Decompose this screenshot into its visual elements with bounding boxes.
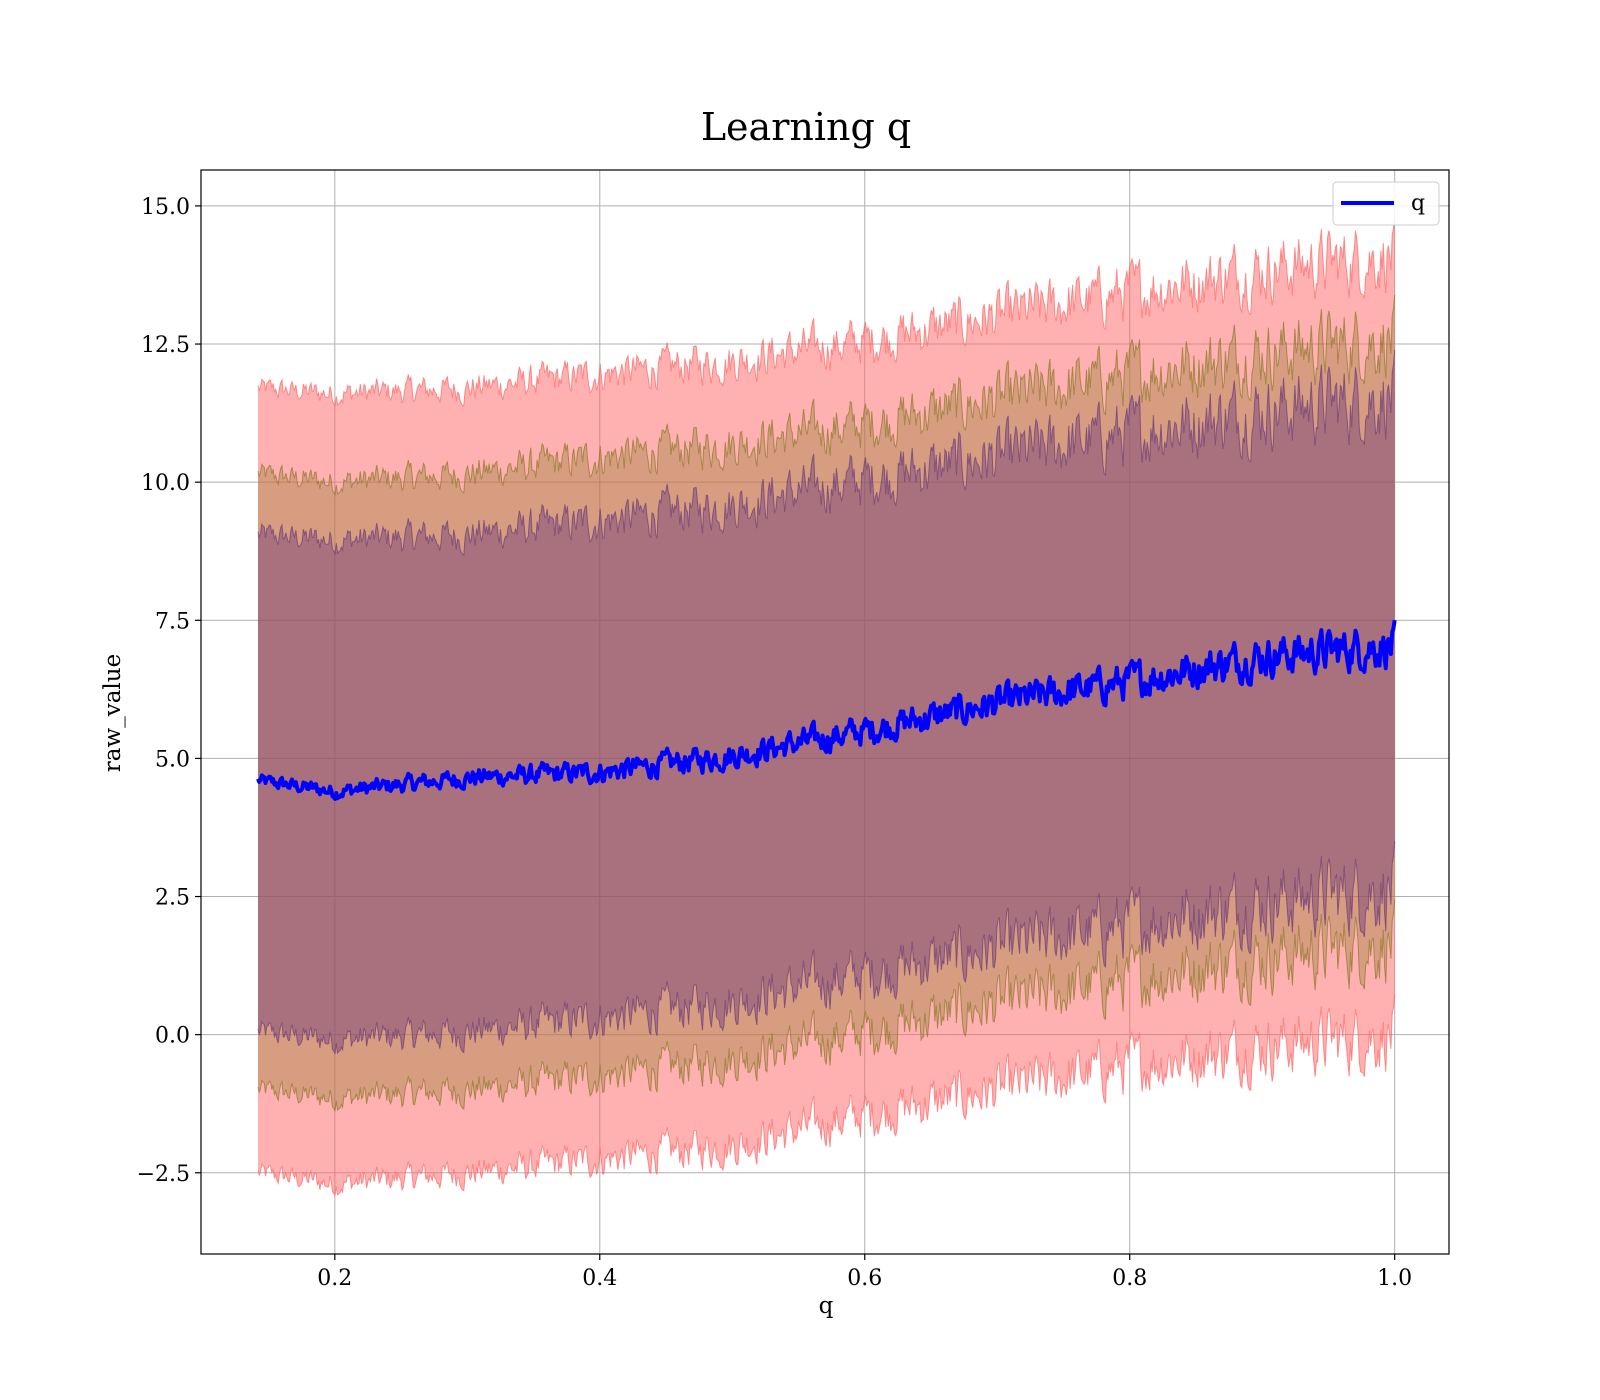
- band-outer-lower-edge: [257, 994, 1396, 1198]
- band-inner-lower-edge: [257, 841, 1396, 1055]
- band-outer-upper-edge: [257, 215, 1396, 408]
- band-outer: [258, 215, 1395, 1196]
- x-tick-label: 0.2: [317, 1266, 352, 1291]
- series-line-q: [256, 619, 1397, 801]
- band-middle-lower-edge: [257, 899, 1396, 1113]
- axis-ticks: 0.2 0.4 0.6 0.8 1.0 −2.5 0.0 2.5 5.0 7.5 10.0 12.5 1…: [137, 195, 1413, 1291]
- y-tick-label: −2.5: [137, 1162, 190, 1187]
- y-tick-label: 10.0: [141, 471, 190, 496]
- legend: q: [1332, 181, 1440, 226]
- legend-label-q: q: [1411, 191, 1425, 216]
- series-lines: [256, 619, 1397, 801]
- y-axis-label: raw_value: [100, 654, 126, 772]
- x-axis-label: q: [819, 1293, 834, 1319]
- band-middle-upper-edge: [257, 294, 1396, 497]
- y-tick-label: 12.5: [141, 333, 190, 358]
- y-tick-label: 15.0: [141, 195, 190, 220]
- plot-frame: [200, 169, 1450, 1255]
- y-tick-label: 5.0: [155, 747, 190, 772]
- band-inner: [258, 349, 1395, 1054]
- x-tick-label: 0.8: [1112, 1266, 1147, 1291]
- y-tick-label: 7.5: [155, 609, 190, 634]
- band-middle: [258, 294, 1395, 1111]
- x-tick-label: 0.6: [847, 1266, 882, 1291]
- band-inner-upper-edge: [257, 349, 1396, 557]
- chart-title: Learning q: [701, 105, 911, 149]
- x-tick-label: 0.4: [582, 1266, 617, 1291]
- x-tick-label: 1.0: [1377, 1266, 1412, 1291]
- y-tick-label: 0.0: [155, 1024, 190, 1049]
- y-tick-label: 2.5: [155, 886, 190, 911]
- confidence-bands: [257, 215, 1396, 1198]
